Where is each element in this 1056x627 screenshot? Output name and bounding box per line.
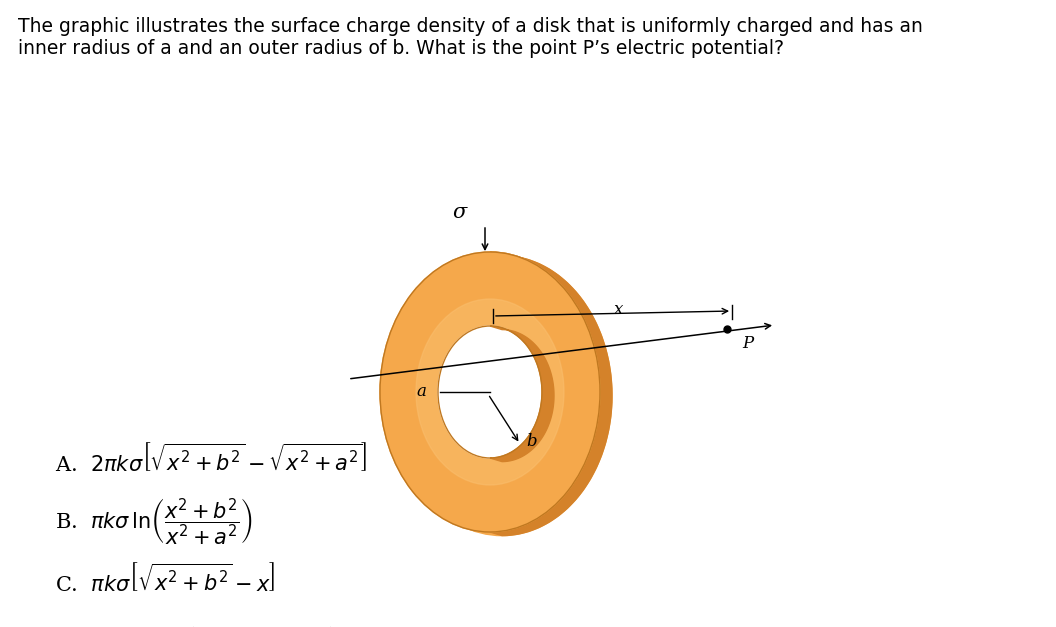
Ellipse shape [392,256,612,535]
Text: σ: σ [453,203,467,222]
Text: a: a [416,384,426,401]
Ellipse shape [416,299,564,485]
Text: b: b [526,433,536,451]
Text: The graphic illustrates the surface charge density of a disk that is uniformly c: The graphic illustrates the surface char… [18,17,923,36]
Ellipse shape [450,330,554,461]
Polygon shape [490,326,554,461]
Ellipse shape [380,252,600,532]
Text: B.  $\pi k\sigma\,\ln\!\left(\dfrac{x^2+b^2}{x^2+a^2}\right)$: B. $\pi k\sigma\,\ln\!\left(\dfrac{x^2+b… [55,497,252,548]
Text: D.  $2\pi k\sigma a\,\ln\!\left(\dfrac{x+\sqrt{x^2+b^2}}{x+\sqrt{x^2+a^2}}\right: D. $2\pi k\sigma a\,\ln\!\left(\dfrac{x+… [55,625,344,627]
Text: P: P [742,334,753,352]
Text: A.  $2\pi k\sigma\left[\sqrt{x^2+b^2}-\sqrt{x^2+a^2}\right]$: A. $2\pi k\sigma\left[\sqrt{x^2+b^2}-\sq… [55,442,367,475]
Polygon shape [490,252,612,535]
Text: C.  $\pi k\sigma\left[\sqrt{x^2+b^2}-x\right]$: C. $\pi k\sigma\left[\sqrt{x^2+b^2}-x\ri… [55,562,276,595]
Text: x: x [614,301,623,318]
Text: inner radius of a and an outer radius of b. What is the point P’s electric poten: inner radius of a and an outer radius of… [18,39,784,58]
Ellipse shape [438,326,542,458]
